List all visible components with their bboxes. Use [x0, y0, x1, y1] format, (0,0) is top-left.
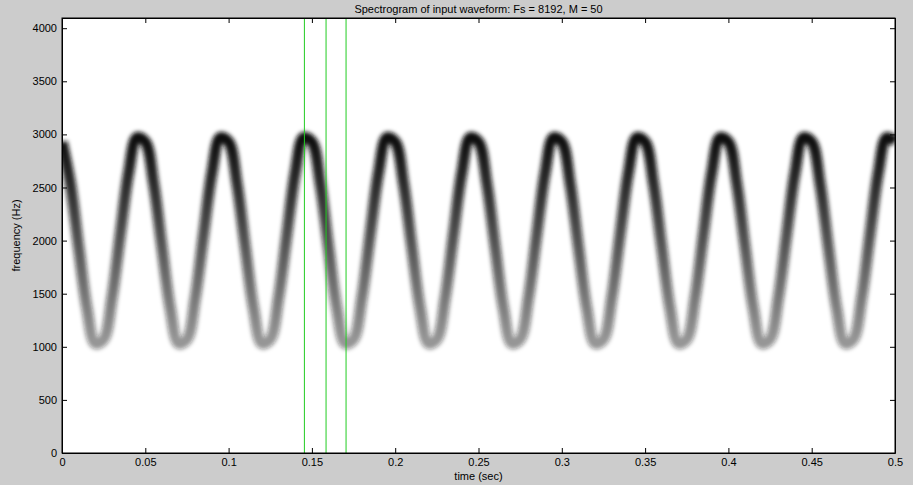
tick-mark: [145, 18, 146, 23]
tick-label: 0.35: [635, 456, 656, 468]
tick: 0.35: [635, 448, 656, 468]
tick-label: 0.25: [468, 456, 489, 468]
tick-mark: [62, 81, 67, 82]
tick: [890, 347, 895, 348]
plot-background: [62, 18, 895, 453]
tick: 0.3: [555, 448, 570, 468]
tick: 0.25: [468, 448, 489, 468]
figure-background: [0, 0, 913, 485]
x-axis-top: [63, 18, 896, 23]
tick-label: 0.2: [388, 456, 403, 468]
tick-mark: [562, 18, 563, 23]
tick-mark: [62, 347, 67, 348]
tick: 0.45: [801, 448, 822, 468]
tick-mark: [479, 18, 480, 23]
tick-mark: [62, 400, 67, 401]
tick-mark: [890, 28, 895, 29]
tick-mark: [728, 18, 729, 23]
tick: [890, 28, 895, 29]
tick-mark: [812, 448, 813, 453]
tick-mark: [890, 134, 895, 135]
tick-mark: [62, 187, 67, 188]
tick-mark: [890, 347, 895, 348]
tick-mark: [479, 448, 480, 453]
marker-line: [326, 18, 327, 453]
figure: 0 0.05 0.1 0.15 0.2 0.25 0.3 0.35 0.4 0.45 0.5 0 500…: [0, 0, 913, 485]
tick-label: 0.1: [221, 456, 236, 468]
tick-mark: [645, 448, 646, 453]
tick: 0.1: [221, 448, 236, 468]
tick-mark: [728, 448, 729, 453]
tick-mark: [229, 448, 230, 453]
tick: [145, 18, 146, 23]
marker-line: [304, 18, 305, 453]
tick-label: 2000: [33, 235, 57, 247]
tick: [890, 241, 895, 242]
tick-mark: [395, 18, 396, 23]
tick: 0.2: [388, 448, 403, 468]
tick: [890, 134, 895, 135]
tick-label: 0: [51, 447, 57, 459]
tick-mark: [890, 241, 895, 242]
tick-mark: [562, 448, 563, 453]
tick-mark: [890, 400, 895, 401]
tick-mark: [312, 18, 313, 23]
tick-mark: [62, 294, 67, 295]
tick-label: 1500: [33, 288, 57, 300]
tick-mark: [395, 448, 396, 453]
tick-mark: [890, 294, 895, 295]
tick-mark: [645, 18, 646, 23]
tick: [562, 18, 563, 23]
tick-mark: [890, 187, 895, 188]
x-axis: 0 0.05 0.1 0.15 0.2 0.25 0.3 0.35 0.4 0.45 0.5: [59, 448, 903, 468]
tick: [645, 18, 646, 23]
tick-label: 2500: [33, 182, 57, 194]
tick-label: 0.5: [888, 456, 903, 468]
tick: [890, 400, 895, 401]
tick: [312, 18, 313, 23]
tick-mark: [62, 241, 67, 242]
tick-label: 1000: [33, 341, 57, 353]
tick: [395, 18, 396, 23]
tick: 0.15: [302, 448, 323, 468]
tick-mark: [890, 81, 895, 82]
tick-label: 0.45: [801, 456, 822, 468]
tick-label: 0.4: [721, 456, 736, 468]
tick: [479, 18, 480, 23]
spectrogram-ridge: [62, 137, 895, 344]
tick-mark: [62, 28, 67, 29]
chart-title: Spectrogram of input waveform: Fs = 8192…: [354, 3, 602, 15]
tick-mark: [229, 18, 230, 23]
tick: 0.05: [135, 448, 156, 468]
tick-label: 500: [39, 394, 57, 406]
marker-line: [346, 18, 347, 453]
tick-label: 3000: [33, 128, 57, 140]
y-axis-title: frequency (Hz): [10, 199, 22, 271]
plot-frame: [62, 18, 895, 453]
tick-mark: [812, 18, 813, 23]
tick-label: 0.15: [302, 456, 323, 468]
tick: [890, 81, 895, 82]
tick: 500: [39, 394, 67, 406]
plot: 0 0.05 0.1 0.15 0.2 0.25 0.3 0.35 0.4 0.45 0.5 0 500…: [33, 18, 904, 468]
tick-label: 0: [59, 456, 65, 468]
tick: [812, 18, 813, 23]
data-layer: [62, 18, 895, 453]
tick-mark: [62, 134, 67, 135]
tick-label: 0.05: [135, 456, 156, 468]
tick-label: 0.3: [555, 456, 570, 468]
tick: [890, 187, 895, 188]
tick: [229, 18, 230, 23]
tick: 0.4: [721, 448, 736, 468]
tick: [728, 18, 729, 23]
tick: [890, 294, 895, 295]
x-axis-title: time (sec): [454, 470, 502, 482]
tick-mark: [145, 448, 146, 453]
tick-label: 3500: [33, 75, 57, 87]
tick-label: 4000: [33, 22, 57, 34]
tick-mark: [312, 448, 313, 453]
